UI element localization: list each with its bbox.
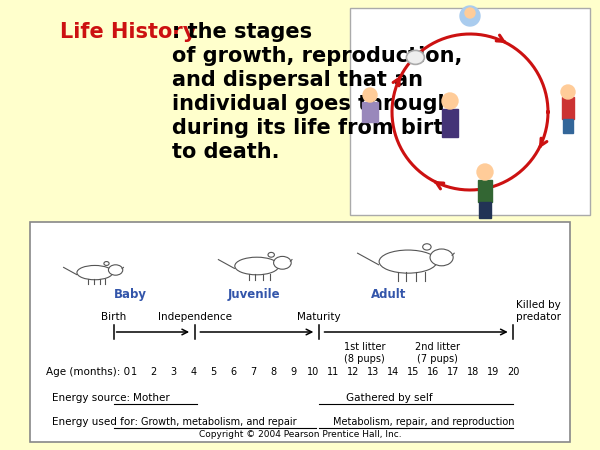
Text: 2nd litter
(7 pups): 2nd litter (7 pups) [415, 342, 460, 364]
Text: Birth: Birth [101, 312, 127, 322]
Bar [362, 102, 378, 122]
Circle shape [465, 8, 475, 18]
Bar [479, 202, 491, 218]
Ellipse shape [268, 252, 274, 257]
Bar [562, 97, 574, 119]
Ellipse shape [379, 250, 437, 273]
Text: 17: 17 [447, 367, 460, 377]
Text: Baby: Baby [113, 288, 146, 301]
Text: Life History: Life History [60, 22, 196, 42]
Text: 12: 12 [347, 367, 359, 377]
Text: 14: 14 [387, 367, 400, 377]
Text: 16: 16 [427, 367, 440, 377]
Text: 7: 7 [250, 367, 257, 377]
Text: 1st litter
(8 pups): 1st litter (8 pups) [344, 342, 386, 364]
Bar [30, 222, 570, 442]
Text: Age (months): 0: Age (months): 0 [46, 367, 130, 377]
Text: 8: 8 [271, 367, 277, 377]
Ellipse shape [77, 266, 113, 280]
Circle shape [561, 85, 575, 99]
Ellipse shape [109, 265, 123, 275]
Text: Maturity: Maturity [297, 312, 341, 322]
Circle shape [460, 6, 480, 26]
Text: Growth, metabolism, and repair: Growth, metabolism, and repair [141, 417, 297, 427]
Text: Energy used for:: Energy used for: [52, 417, 138, 427]
Ellipse shape [422, 244, 431, 250]
Text: 9: 9 [290, 367, 296, 377]
Bar [350, 8, 590, 215]
Text: 3: 3 [170, 367, 177, 377]
Text: Juvenile: Juvenile [228, 288, 280, 301]
Text: 11: 11 [328, 367, 340, 377]
Ellipse shape [235, 257, 279, 275]
Text: 4: 4 [191, 367, 197, 377]
Text: 10: 10 [307, 367, 320, 377]
Ellipse shape [274, 256, 291, 269]
Circle shape [477, 164, 493, 180]
Ellipse shape [104, 261, 109, 266]
Text: 15: 15 [407, 367, 419, 377]
Text: Gathered by self: Gathered by self [346, 393, 433, 403]
Ellipse shape [406, 50, 424, 64]
Bar [478, 180, 492, 202]
Text: Copyright © 2004 Pearson Prentice Hall, Inc.: Copyright © 2004 Pearson Prentice Hall, … [199, 430, 401, 439]
Ellipse shape [430, 249, 453, 266]
Text: 19: 19 [487, 367, 499, 377]
Bar [563, 119, 573, 133]
Text: Independence: Independence [158, 312, 232, 322]
Circle shape [442, 93, 458, 109]
Text: : the stages
of growth, reproduction,
and dispersal that an
individual goes thro: : the stages of growth, reproduction, an… [172, 22, 463, 162]
Text: 18: 18 [467, 367, 479, 377]
Text: 20: 20 [507, 367, 520, 377]
Text: 1: 1 [131, 367, 137, 377]
Text: Energy source:: Energy source: [52, 393, 130, 403]
Text: Killed by
predator: Killed by predator [516, 301, 562, 322]
Text: Adult: Adult [371, 288, 407, 301]
Text: 5: 5 [211, 367, 217, 377]
Text: 6: 6 [230, 367, 236, 377]
Bar [442, 109, 458, 137]
Text: Metabolism, repair, and reproduction: Metabolism, repair, and reproduction [334, 417, 515, 427]
Text: 13: 13 [367, 367, 380, 377]
Text: 2: 2 [151, 367, 157, 377]
Text: Mother: Mother [133, 393, 170, 403]
Circle shape [363, 88, 377, 102]
